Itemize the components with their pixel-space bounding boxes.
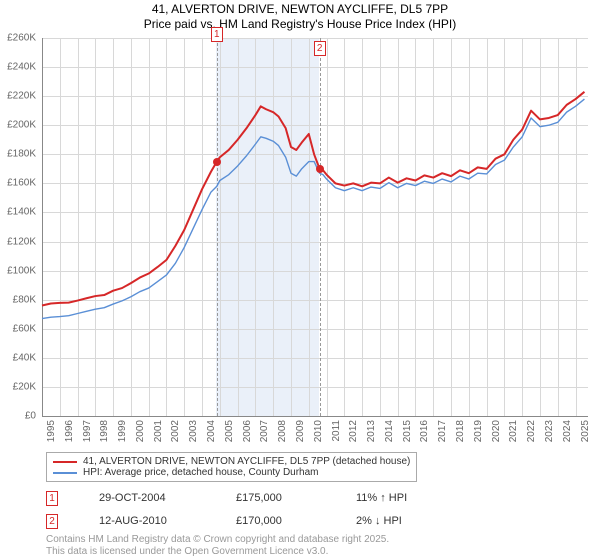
y-tick-label: £160K (0, 178, 36, 189)
x-tick-label: 2001 (153, 420, 164, 442)
x-tick-label: 2017 (437, 420, 448, 442)
x-tick-label: 1996 (64, 420, 75, 442)
marker-number-box: 2 (314, 41, 326, 56)
chart-plot-area: £0£20K£40K£60K£80K£100K£120K£140K£160K£1… (42, 38, 588, 416)
legend-swatch-1 (53, 461, 77, 463)
marker-legend-date: 29-OCT-2004 (99, 492, 211, 504)
y-tick-label: £60K (0, 323, 36, 334)
marker-legend-row: 2 12-AUG-2010 £170,000 2% ↓ HPI (46, 512, 586, 530)
x-axis-line (42, 416, 588, 417)
y-tick-label: £240K (0, 62, 36, 73)
y-tick-label: £220K (0, 91, 36, 102)
y-tick-label: £120K (0, 236, 36, 247)
x-tick-label: 2005 (224, 420, 235, 442)
legend-label-2: HPI: Average price, detached house, Coun… (83, 467, 319, 478)
y-tick-label: £180K (0, 149, 36, 160)
x-tick-label: 1999 (117, 420, 128, 442)
x-tick-label: 2023 (544, 420, 555, 442)
marker-legend-row: 1 29-OCT-2004 £175,000 11% ↑ HPI (46, 489, 586, 507)
x-tick-label: 2012 (348, 420, 359, 442)
series-line (42, 99, 584, 319)
x-tick-label: 2011 (331, 420, 342, 442)
x-tick-label: 2002 (170, 420, 181, 442)
y-tick-label: £100K (0, 265, 36, 276)
y-tick-label: £20K (0, 381, 36, 392)
credit-line-2: This data is licensed under the Open Gov… (46, 546, 389, 558)
x-tick-label: 2022 (526, 420, 537, 442)
x-tick-label: 1995 (46, 420, 57, 442)
x-tick-label: 2025 (580, 420, 591, 442)
marker-legend-pct: 11% ↑ HPI (356, 492, 446, 504)
marker-legend-num: 1 (46, 491, 58, 506)
x-tick-label: 2015 (402, 420, 413, 442)
chart-lines-svg (42, 38, 588, 416)
x-tick-label: 2019 (473, 420, 484, 442)
x-tick-label: 2018 (455, 420, 466, 442)
legend-label-1: 41, ALVERTON DRIVE, NEWTON AYCLIFFE, DL5… (83, 456, 410, 467)
legend-container: 41, ALVERTON DRIVE, NEWTON AYCLIFFE, DL5… (46, 452, 586, 530)
y-tick-label: £80K (0, 294, 36, 305)
marker-legend-price: £175,000 (236, 492, 331, 504)
y-tick-label: £0 (0, 411, 36, 422)
marker-legend-pct: 2% ↓ HPI (356, 515, 446, 527)
x-tick-label: 2024 (562, 420, 573, 442)
x-tick-label: 2014 (384, 420, 395, 442)
marker-legend-date: 12-AUG-2010 (99, 515, 211, 527)
marker-dot (213, 158, 221, 166)
chart-title-block: 41, ALVERTON DRIVE, NEWTON AYCLIFFE, DL5… (0, 0, 600, 32)
x-tick-label: 2004 (206, 420, 217, 442)
legend-row-series-1: 41, ALVERTON DRIVE, NEWTON AYCLIFFE, DL5… (53, 456, 410, 467)
x-tick-label: 2020 (491, 420, 502, 442)
credit-text: Contains HM Land Registry data © Crown c… (46, 534, 389, 558)
legend-row-series-2: HPI: Average price, detached house, Coun… (53, 467, 410, 478)
title-line-2: Price paid vs. HM Land Registry's House … (0, 17, 600, 32)
y-tick-label: £260K (0, 33, 36, 44)
x-tick-label: 2010 (313, 420, 324, 442)
marker-dot (316, 165, 324, 173)
x-tick-label: 2016 (419, 420, 430, 442)
x-tick-label: 2003 (188, 420, 199, 442)
legend-swatch-2 (53, 472, 77, 474)
x-tick-label: 1997 (82, 420, 93, 442)
y-tick-label: £200K (0, 120, 36, 131)
marker-number-box: 1 (211, 27, 223, 42)
series-line (42, 92, 584, 306)
marker-legend-num: 2 (46, 514, 58, 529)
x-tick-label: 2007 (259, 420, 270, 442)
x-tick-label: 2009 (295, 420, 306, 442)
x-tick-label: 2000 (135, 420, 146, 442)
credit-line-1: Contains HM Land Registry data © Crown c… (46, 534, 389, 546)
marker-legend-rows: 1 29-OCT-2004 £175,000 11% ↑ HPI 2 12-AUG-201… (46, 489, 586, 530)
x-tick-label: 1998 (99, 420, 110, 442)
title-line-1: 41, ALVERTON DRIVE, NEWTON AYCLIFFE, DL5… (0, 2, 600, 17)
y-tick-label: £140K (0, 207, 36, 218)
legend-series-box: 41, ALVERTON DRIVE, NEWTON AYCLIFFE, DL5… (46, 452, 417, 482)
x-tick-label: 2021 (508, 420, 519, 442)
marker-legend-price: £170,000 (236, 515, 331, 527)
y-tick-label: £40K (0, 352, 36, 363)
x-tick-label: 2013 (366, 420, 377, 442)
x-tick-label: 2006 (242, 420, 253, 442)
x-tick-label: 2008 (277, 420, 288, 442)
